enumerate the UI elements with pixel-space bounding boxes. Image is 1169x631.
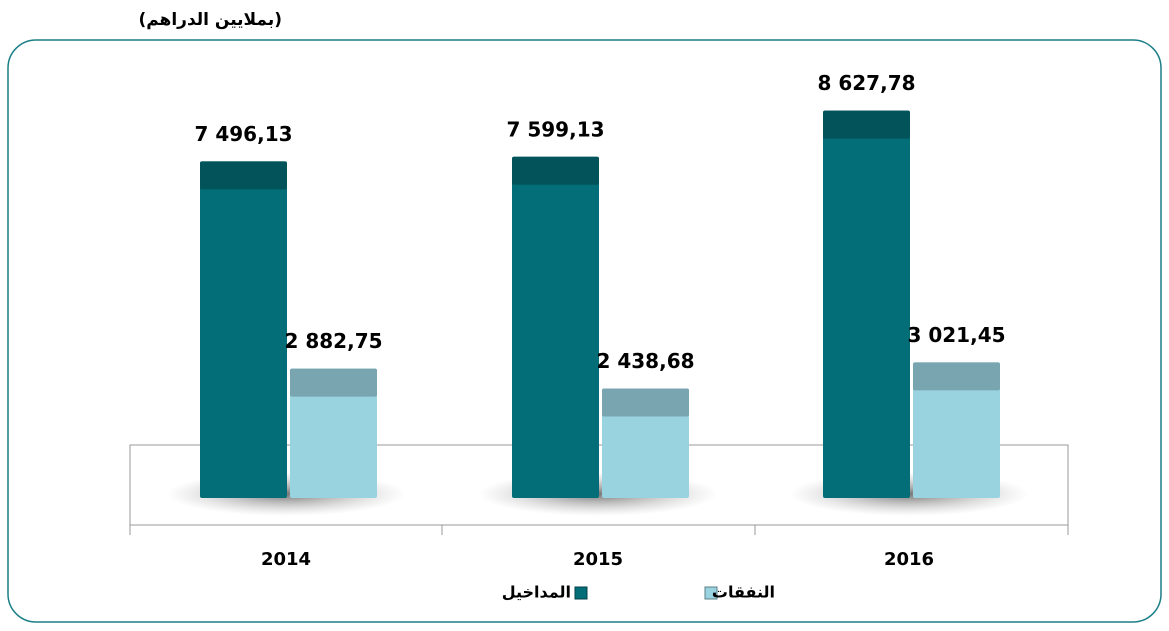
bar [200,161,287,498]
value-label: 3 021,45 [907,323,1005,347]
bar-cap [823,110,910,139]
x-tick-label: 2016 [884,549,934,570]
legend-swatch [704,586,718,600]
bar [913,362,1000,498]
bar-cap [913,362,1000,391]
value-label: 7 599,13 [506,117,604,141]
legend-label: النفقات [712,583,775,602]
bar [512,156,599,498]
x-tick-label: 2014 [261,549,311,570]
value-label: 7 496,13 [194,122,292,146]
legend-label: المداخيل [502,583,571,602]
value-label: 2 882,75 [284,329,382,353]
bar [290,368,377,498]
bar-cap [602,388,689,417]
value-label: 2 438,68 [596,349,694,373]
x-tick-label: 2015 [573,549,623,570]
bar-cap [290,368,377,397]
subtitle: (بملايين الدراهم) [138,10,282,30]
bar-cap [200,161,287,190]
frame [7,39,1162,623]
dividers [129,525,1069,535]
value-label: 8 627,78 [817,71,915,95]
bar [823,110,910,499]
legend-swatch [574,586,588,600]
bar-cap [512,156,599,185]
